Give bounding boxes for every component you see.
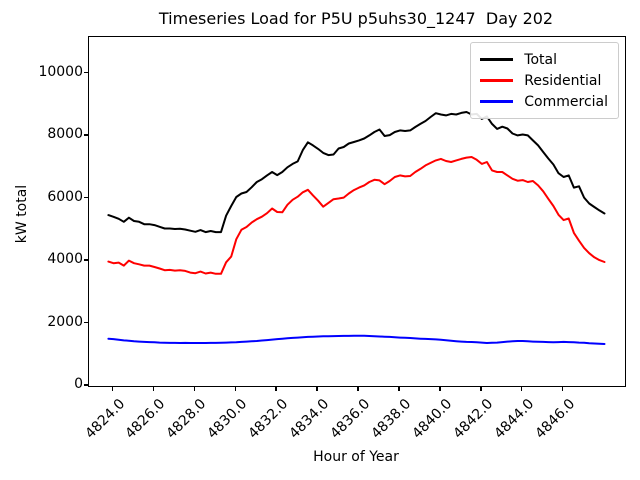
y-axis-label: kW total <box>14 184 30 244</box>
chart-title: Timeseries Load for P5U p5uhs30_1247 Day… <box>158 9 554 28</box>
x-tick-mark <box>398 386 400 391</box>
y-tick-mark <box>84 321 88 324</box>
y-tick-label: 4000 <box>47 251 83 268</box>
legend-line-sample <box>480 79 514 82</box>
y-tick-mark <box>84 71 88 74</box>
legend-label: Total <box>524 51 557 68</box>
y-tick-label: 0 <box>74 376 83 392</box>
legend-line-sample <box>480 100 514 103</box>
legend-label: Residential <box>524 72 602 89</box>
x-tick-mark <box>152 386 155 391</box>
y-tick-label: 6000 <box>47 188 83 205</box>
plot-area: Total Residential Commercial <box>88 36 626 387</box>
x-tick-mark <box>561 386 564 391</box>
series-line-total <box>107 111 606 234</box>
y-tick-mark <box>84 259 88 261</box>
y-tick-mark <box>84 196 88 199</box>
x-tick-mark <box>275 386 277 391</box>
legend-line-sample <box>480 58 514 61</box>
legend: Total Residential Commercial <box>470 42 619 119</box>
series-line-commercial <box>107 334 606 345</box>
y-tick-label: 2000 <box>47 313 83 330</box>
series-line-residential <box>107 156 606 275</box>
x-tick-label: 4846.0 <box>531 396 578 442</box>
legend-label: Commercial <box>524 93 608 110</box>
x-tick-mark <box>316 386 318 391</box>
x-tick-mark <box>480 386 482 391</box>
plot-lines <box>107 111 606 345</box>
legend-entry-residential: Residential <box>480 70 608 91</box>
x-tick-mark <box>357 386 359 391</box>
legend-entry-commercial: Commercial <box>480 91 608 112</box>
x-axis-label: Hour of Year <box>313 449 399 465</box>
x-tick-mark <box>111 386 114 391</box>
x-tick-mark <box>193 386 196 391</box>
x-tick-mark <box>234 386 237 391</box>
y-tick-label: 8000 <box>47 126 83 143</box>
legend-entry-total: Total <box>480 49 608 70</box>
y-tick-mark <box>84 384 88 386</box>
x-tick-mark <box>520 386 523 391</box>
y-tick-mark <box>84 134 88 136</box>
y-tick-label: 10000 <box>38 63 83 80</box>
x-tick-mark <box>439 386 441 391</box>
